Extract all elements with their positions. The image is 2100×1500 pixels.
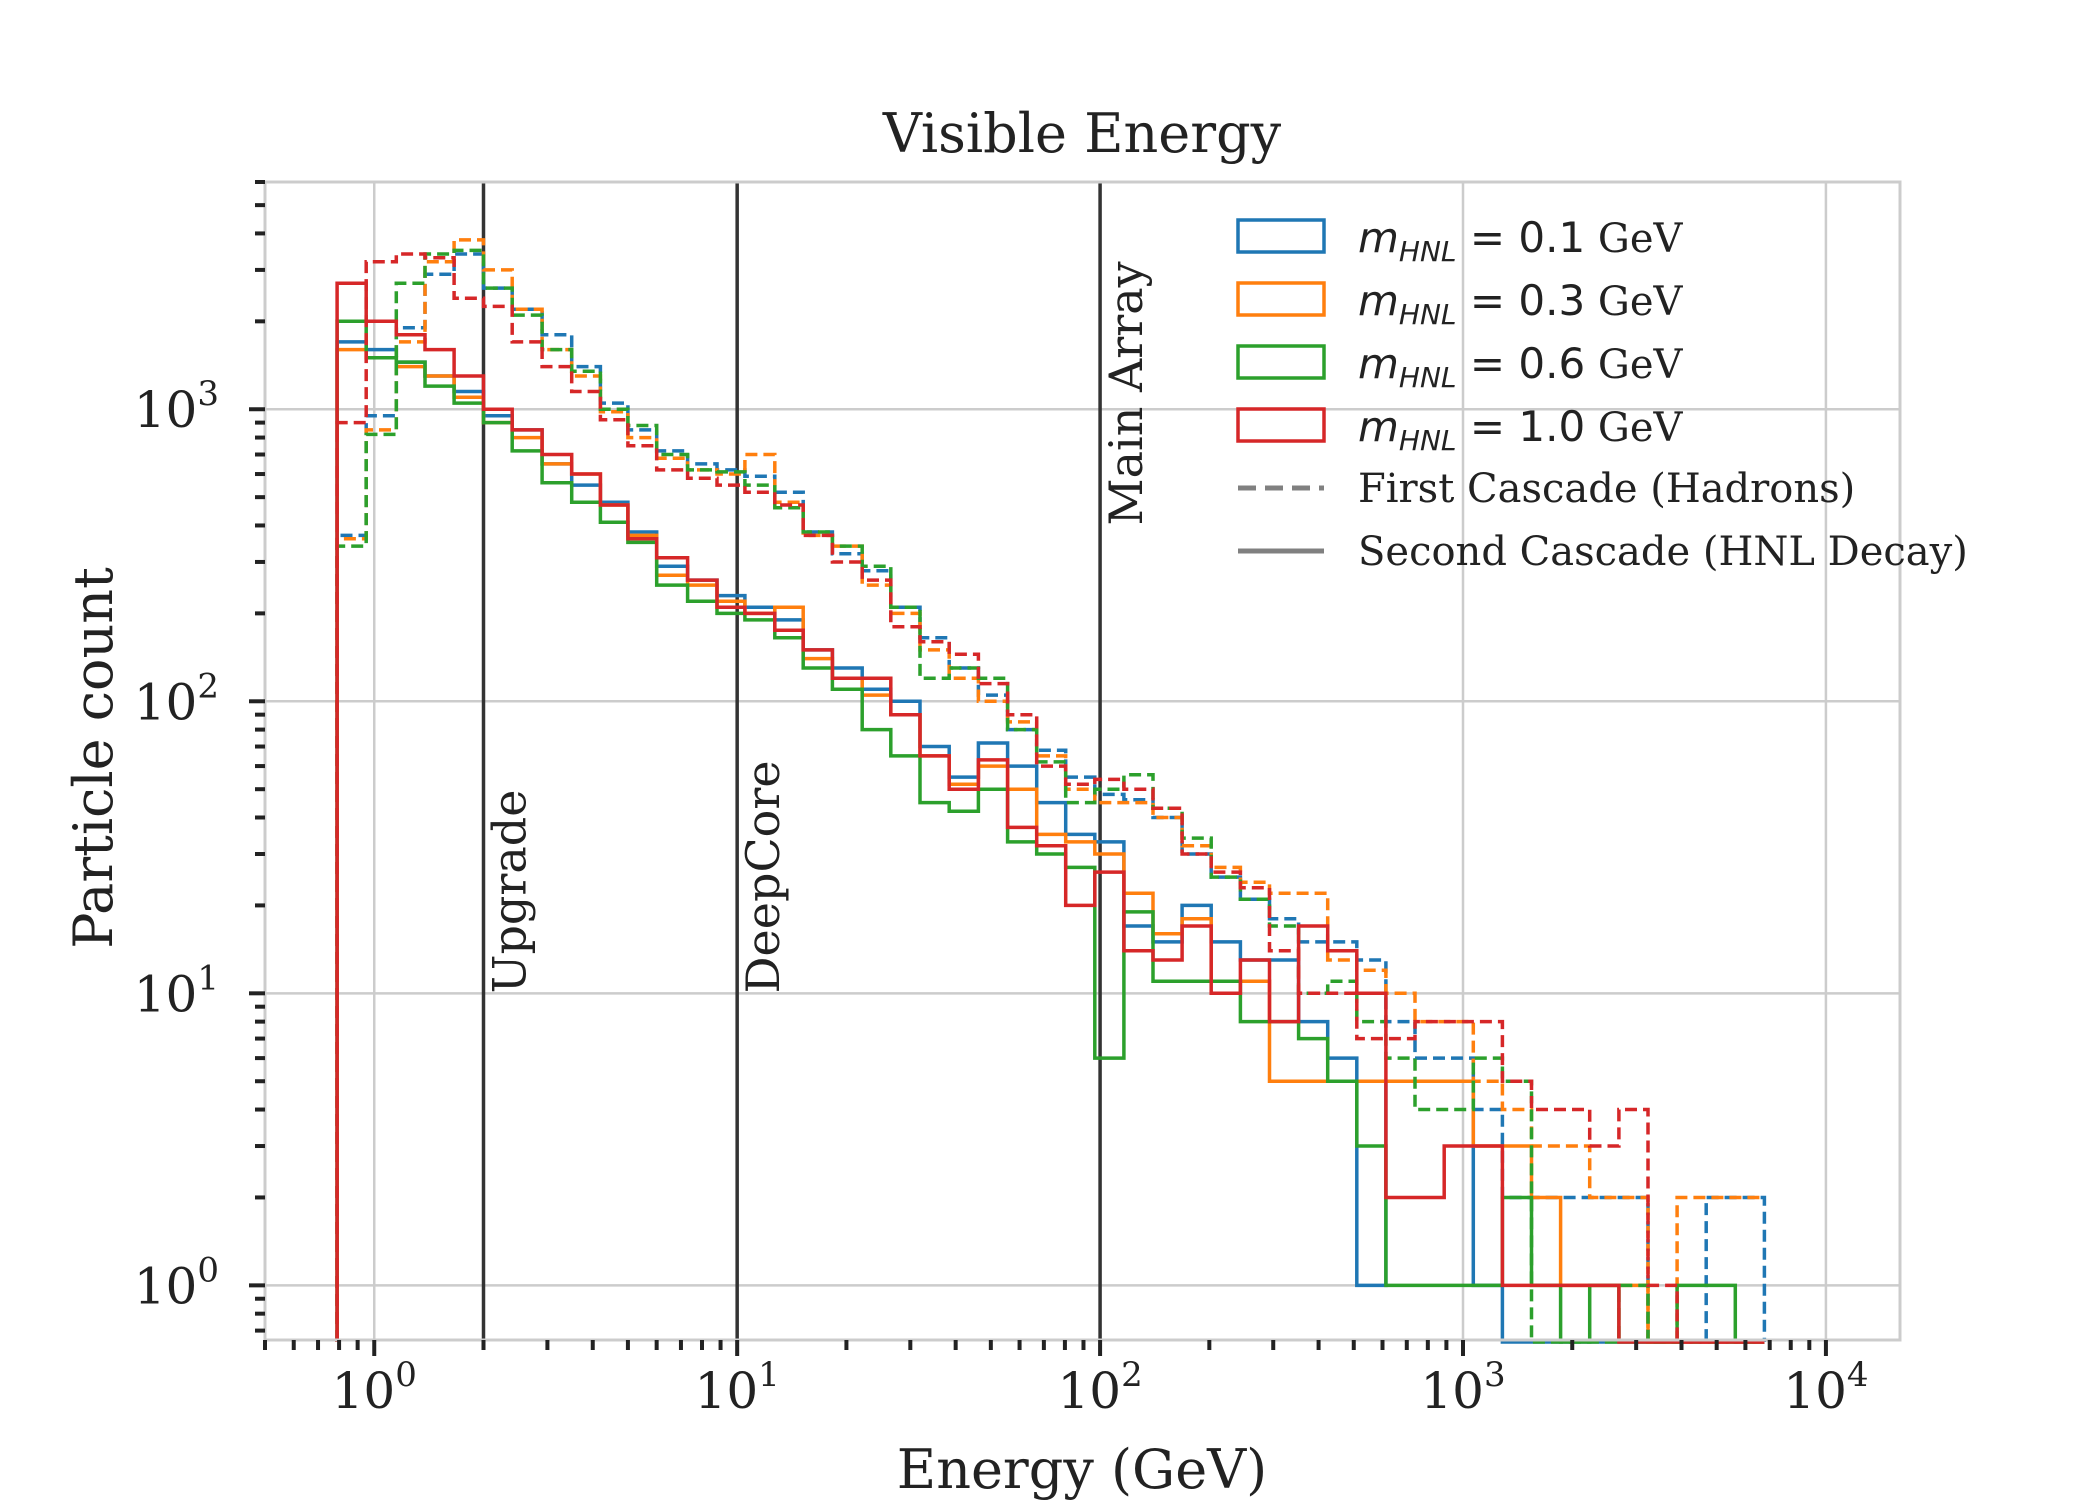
first-cascade-series bbox=[335, 252, 1767, 1344]
histogram-series bbox=[335, 238, 1767, 1344]
first-cascade-series bbox=[335, 248, 1765, 1344]
y-tick-label: 102 bbox=[134, 666, 219, 731]
y-tick-label: 103 bbox=[134, 374, 219, 439]
x-tick-label: 100 bbox=[332, 1355, 417, 1420]
legend-swatch bbox=[1236, 218, 1326, 254]
detector-line-label: Main Array bbox=[1099, 261, 1153, 525]
detector-line-label: Upgrade bbox=[482, 790, 536, 994]
y-axis-label: Particle count bbox=[62, 567, 125, 949]
legend-swatch bbox=[1236, 344, 1326, 380]
x-axis-label: Energy (GeV) bbox=[897, 1438, 1267, 1500]
x-tick-label: 101 bbox=[695, 1355, 780, 1420]
axis-ticks: 100 101 102 103 104 100 101 102 103 bbox=[134, 180, 1869, 1420]
x-tick-label: 102 bbox=[1057, 1355, 1142, 1420]
detector-lines: Upgrade DeepCore Main Array bbox=[481, 182, 1153, 1340]
legend: mHNL = 0.1 GeV mHNL = 0.3 GeV mHNL = 0.6 G… bbox=[1236, 213, 1968, 575]
second-cascade-series bbox=[335, 281, 1765, 1344]
legend-swatch bbox=[1236, 407, 1326, 443]
first-cascade-series bbox=[335, 252, 1765, 1344]
legend-label: mHNL = 1.0 GeV bbox=[1358, 402, 1684, 457]
chart-title: Visible Energy bbox=[882, 102, 1282, 165]
first-cascade-series bbox=[335, 238, 1765, 1344]
legend-label: mHNL = 0.1 GeV bbox=[1358, 213, 1684, 268]
legend-swatch bbox=[1236, 281, 1326, 317]
legend-label: mHNL = 0.6 GeV bbox=[1358, 339, 1684, 394]
legend-label: Second Cascade (HNL Decay) bbox=[1358, 529, 1968, 575]
y-tick-label: 100 bbox=[134, 1250, 219, 1315]
x-tick-label: 103 bbox=[1420, 1355, 1505, 1420]
legend-label: mHNL = 0.3 GeV bbox=[1358, 276, 1684, 331]
y-tick-label: 101 bbox=[134, 958, 219, 1023]
detector-line-label: DeepCore bbox=[736, 760, 790, 993]
x-tick-label: 104 bbox=[1783, 1355, 1868, 1420]
legend-label: First Cascade (Hadrons) bbox=[1358, 466, 1855, 512]
